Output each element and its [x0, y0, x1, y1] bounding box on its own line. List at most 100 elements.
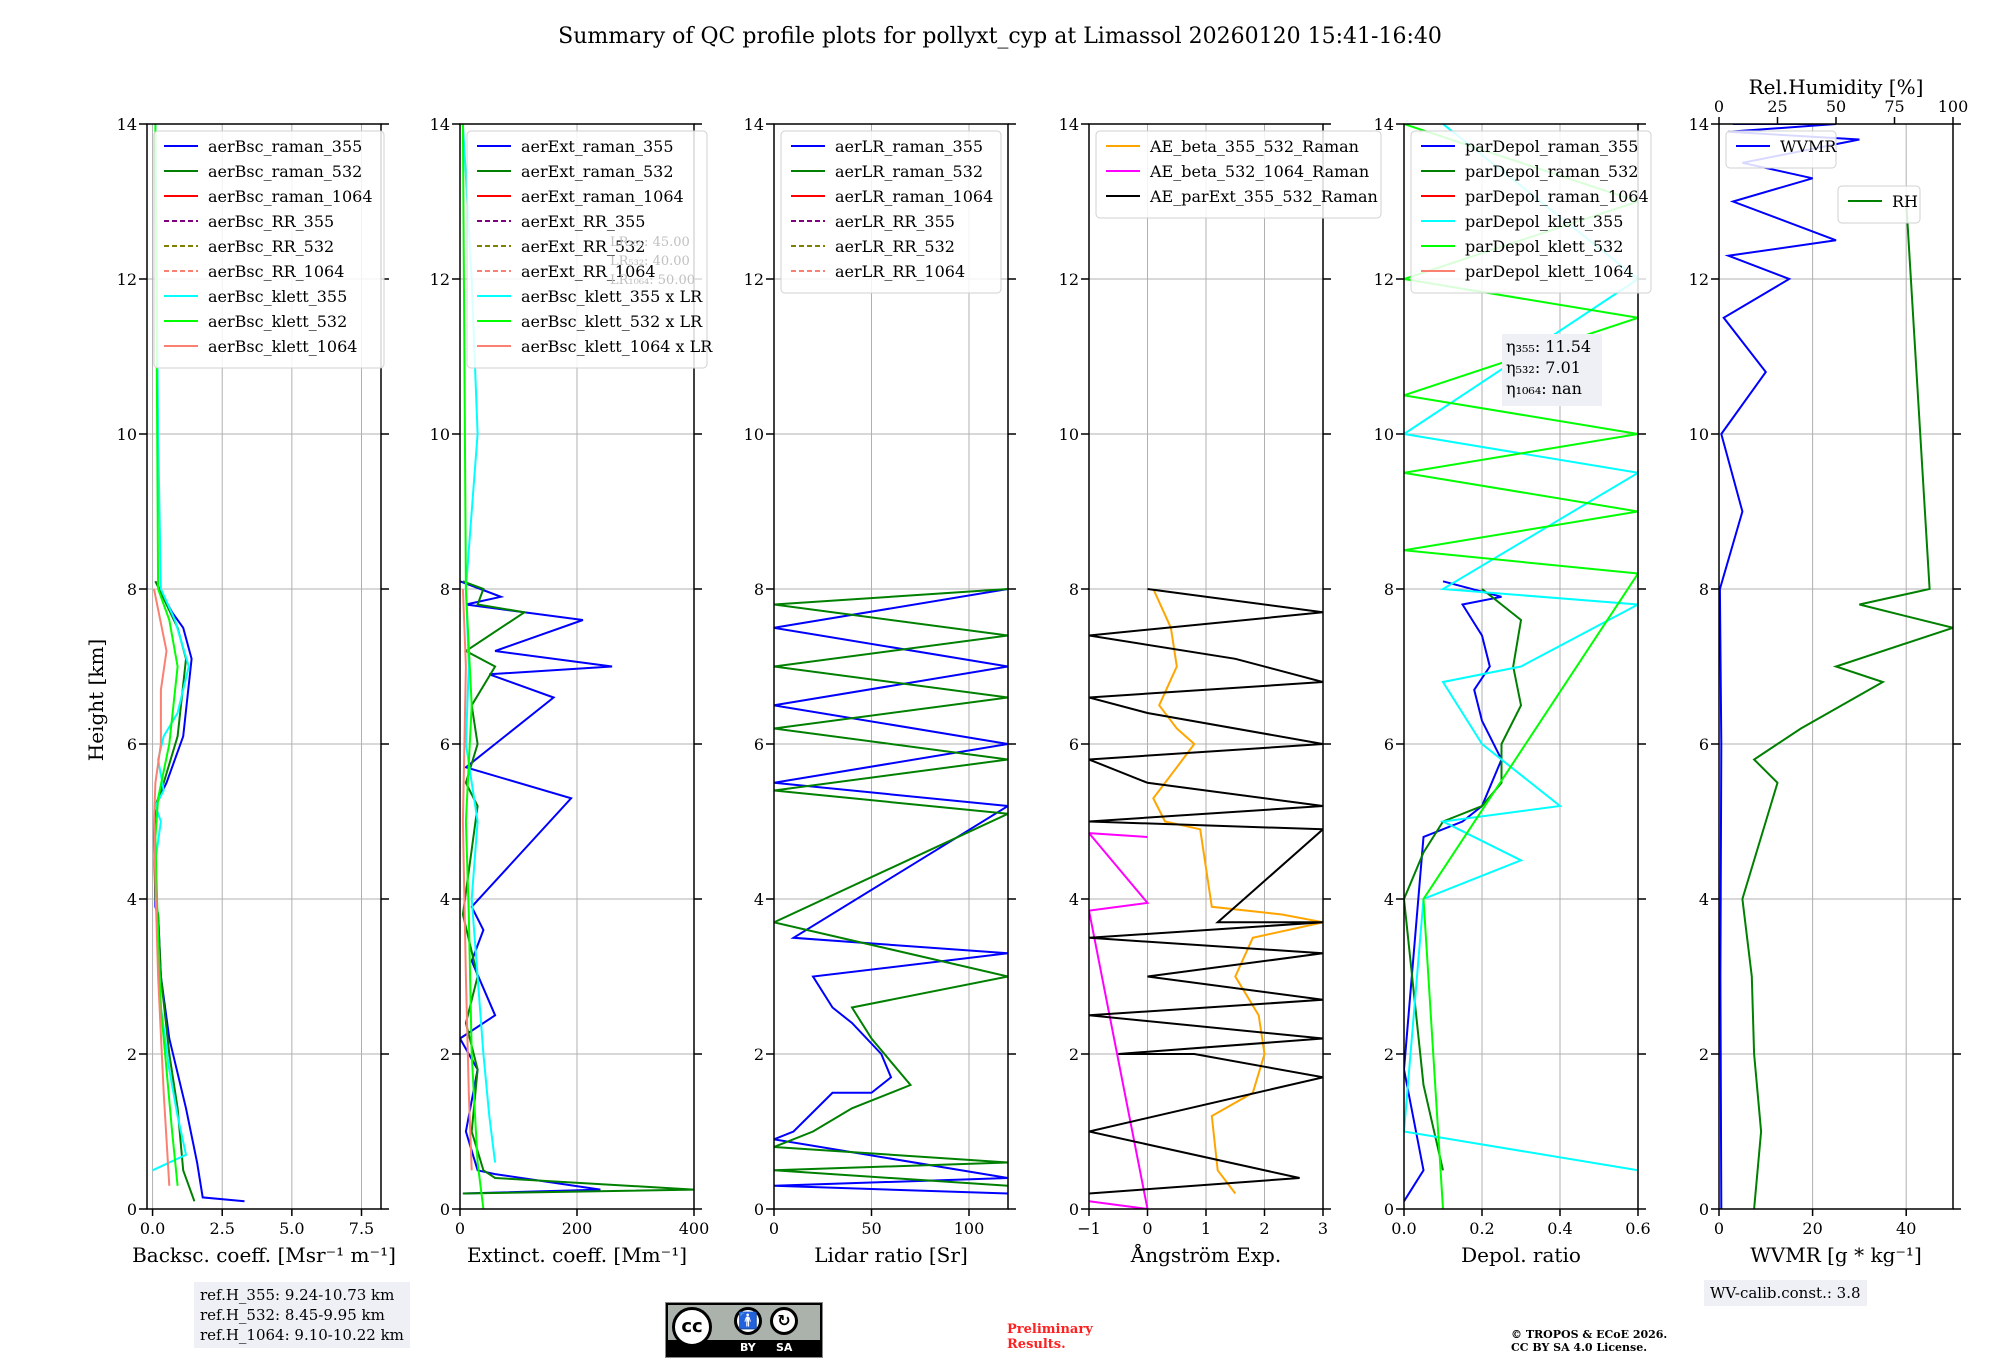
- series-line-aerExt_raman_355: [460, 580, 613, 1195]
- legend-label: aerBsc_raman_532: [208, 162, 362, 181]
- top-tick-label-wv: 100: [1938, 97, 1969, 116]
- y-tick-label-wv: 10: [1689, 425, 1709, 444]
- preliminary-note: Preliminary Results.: [1007, 1322, 1093, 1352]
- series-line-aerBsc_klett_355 x LR: [461, 124, 497, 1163]
- y-tick-label-lr: 12: [744, 270, 764, 289]
- x-tick-label-ae: 0: [1142, 1219, 1152, 1238]
- y-tick-label-bsc: 10: [117, 425, 137, 444]
- top-tick-label-wv: 50: [1826, 97, 1846, 116]
- top-tick-label-wv: 75: [1884, 97, 1904, 116]
- x-tick-label-wv: 20: [1802, 1219, 1822, 1238]
- x-tick-label-ae: −1: [1077, 1219, 1101, 1238]
- legend-label: aerBsc_raman_355: [208, 137, 362, 156]
- legend-label: AE_parExt_355_532_Raman: [1149, 187, 1378, 206]
- person-icon: 🚹: [734, 1307, 762, 1335]
- y-tick-label-dep: 12: [1374, 270, 1394, 289]
- legend-label: aerLR_RR_355: [835, 212, 955, 231]
- panel-lr: 0 2 4 6 8 10 12 14 0 50 100 Lidar ratio [Sr] aerLR_r…: [744, 115, 1016, 1267]
- series-line-AE_beta_532_1064_Raman: [1089, 832, 1150, 1209]
- series-line-parDepol_klett_355: [1404, 124, 1638, 1172]
- legend-label: aerBsc_RR_1064: [208, 262, 344, 281]
- x-tick-label-bsc: 5.0: [279, 1219, 304, 1238]
- x-tick-label-lr: 0: [769, 1219, 779, 1238]
- panel-frame-lr: [773, 123, 1009, 1210]
- legend-label: aerLR_raman_532: [835, 162, 983, 181]
- copyright-line-1: © TROPOS & ECoE 2026.: [1511, 1328, 1668, 1341]
- y-tick-label-dep: 14: [1374, 115, 1394, 134]
- y-tick-label-lr: 4: [754, 890, 764, 909]
- series-group-ext: [460, 124, 694, 1209]
- legend-label: aerBsc_klett_532 x LR: [521, 312, 703, 331]
- series-line-WVMR: [1719, 124, 1860, 1209]
- panel-bsc: 0 2 4 6 8 10 12 14 0.0 2.5 5.0 7.5 Backsc. coeff. [M…: [117, 115, 396, 1267]
- legend-label: aerExt_raman_355: [521, 137, 674, 156]
- legend-dep: [1410, 130, 1652, 294]
- eta-box: [1502, 334, 1602, 406]
- cc-icon: cc: [672, 1307, 712, 1347]
- y-tick-label-bsc: 12: [117, 270, 137, 289]
- y-tick-label-ae: 0: [1069, 1200, 1079, 1219]
- y-tick-label-ext: 6: [440, 735, 450, 754]
- y-tick-label-ext: 4: [440, 890, 450, 909]
- legend-label: aerBsc_klett_355: [208, 287, 347, 306]
- legend-label: aerExt_raman_532: [521, 162, 674, 181]
- series-line-aerBsc_klett_532: [154, 124, 179, 1186]
- y-tick-label-dep: 0: [1384, 1200, 1394, 1219]
- x-tick-label-ext: 0: [455, 1219, 465, 1238]
- copyright-note: © TROPOS & ECoE 2026. CC BY SA 4.0 Licen…: [1511, 1328, 1667, 1354]
- legend-label: aerExt_RR_355: [521, 212, 645, 231]
- legend-label: aerLR_RR_1064: [835, 262, 965, 281]
- top-axis-label-wv: Rel.Humidity [%]: [1749, 75, 1924, 99]
- y-tick-label-ext: 0: [440, 1200, 450, 1219]
- y-tick-label-ae: 8: [1069, 580, 1079, 599]
- y-tick-label-ae: 12: [1059, 270, 1079, 289]
- y-tick-label-lr: 6: [754, 735, 764, 754]
- panel-frame-ext: [459, 123, 695, 1210]
- series-line-aerLR_raman_532: [774, 588, 1008, 1187]
- y-tick-label-ext: 10: [430, 425, 450, 444]
- copyright-line-2: CC BY SA 4.0 License.: [1511, 1341, 1648, 1354]
- series-group-lr: [774, 588, 1008, 1195]
- legend-label: aerBsc_raman_1064: [208, 187, 373, 206]
- x-tick-label-ae: 1: [1201, 1219, 1211, 1238]
- x-axis-label-wv: WVMR [g * kg⁻¹]: [1750, 1243, 1922, 1267]
- series-line-RH: [1741, 201, 1953, 1209]
- series-line-aerBsc_klett_355: [152, 124, 190, 1172]
- refh-355: ref.H_355: 9.24-10.73 km: [200, 1286, 395, 1304]
- y-tick-label-wv: 4: [1699, 890, 1709, 909]
- legend-label: aerExt_raman_1064: [521, 187, 684, 206]
- top-tick-label-wv: 0: [1714, 97, 1724, 116]
- x-tick-label-bsc: 2.5: [209, 1219, 234, 1238]
- share-alike-icon: ↻: [770, 1307, 798, 1335]
- x-tick-label-lr: 100: [954, 1219, 985, 1238]
- legend-label: parDepol_raman_1064: [1465, 187, 1649, 206]
- y-axis-label: Height [km]: [84, 639, 108, 761]
- y-tick-label-wv: 14: [1689, 115, 1709, 134]
- y-tick-label-wv: 12: [1689, 270, 1709, 289]
- legend-label: WVMR: [1780, 137, 1837, 156]
- panel-frame-ae: [1088, 123, 1324, 1210]
- x-tick-label-bsc: 7.5: [349, 1219, 374, 1238]
- legend-label: parDepol_raman_355: [1465, 137, 1638, 156]
- y-tick-label-bsc: 6: [127, 735, 137, 754]
- panel-frame-dep: [1403, 123, 1639, 1210]
- preliminary-line-2: Results.: [1007, 1337, 1066, 1352]
- y-tick-label-lr: 0: [754, 1200, 764, 1219]
- y-tick-label-lr: 10: [744, 425, 764, 444]
- series-group-ae: [1089, 588, 1323, 1209]
- panel-ext: 0 2 4 6 8 10 12 14 0 200 400 Extinct. coeff. [Mm⁻¹]…: [430, 115, 714, 1267]
- y-tick-label-ae: 2: [1069, 1045, 1079, 1064]
- y-tick-label-wv: 2: [1699, 1045, 1709, 1064]
- reference-height-box: ref.H_355: 9.24-10.73 km ref.H_532: 8.45…: [194, 1282, 410, 1348]
- y-tick-label-bsc: 2: [127, 1045, 137, 1064]
- eta-line: η₁₀₆₄: nan: [1506, 379, 1582, 398]
- y-tick-label-lr: 2: [754, 1045, 764, 1064]
- y-tick-label-ae: 14: [1059, 115, 1079, 134]
- legend-label: aerBsc_RR_355: [208, 212, 334, 231]
- series-line-parDepol_raman_355: [1404, 580, 1503, 1202]
- eta-annotation: η₃₅₅: 11.54 η₅₃₂: 7.01 η₁₀₆₄: nan: [1502, 334, 1602, 406]
- series-line-aerBsc_raman_355: [152, 580, 245, 1203]
- x-tick-label-dep: 0.2: [1469, 1219, 1494, 1238]
- legend-label: aerBsc_klett_1064: [208, 337, 357, 356]
